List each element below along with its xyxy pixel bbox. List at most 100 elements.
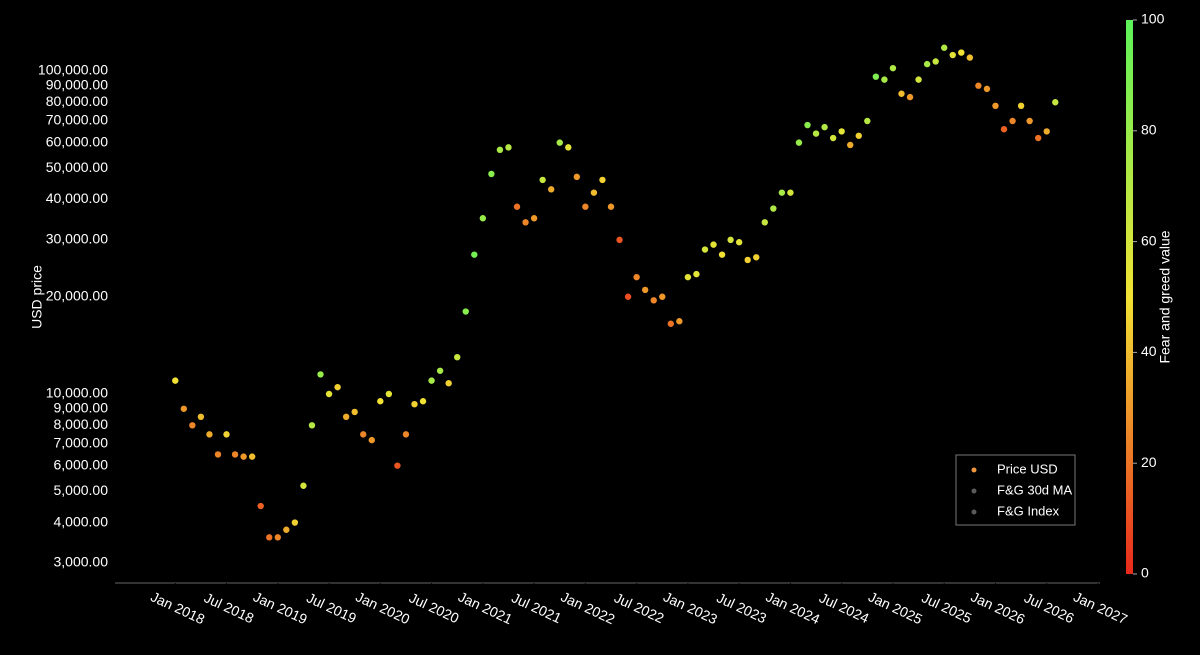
x-tick-label: Jul 2021 (509, 589, 564, 626)
point (1009, 117, 1016, 125)
point (804, 121, 811, 129)
point (727, 236, 734, 244)
colorbar-tick-label: 100 (1141, 11, 1165, 27)
x-tick-label: Jul 2024 (817, 589, 872, 626)
y-tick-label: 8,000.00 (54, 416, 109, 432)
point (360, 431, 367, 438)
point (479, 215, 487, 222)
point (419, 398, 427, 405)
x-tick-label: Jul 2023 (714, 589, 769, 626)
point (291, 519, 299, 526)
point (172, 377, 179, 384)
point (257, 502, 264, 510)
point (761, 219, 768, 226)
point (454, 353, 461, 361)
x-tick-label: Jul 2019 (304, 589, 359, 626)
y-tick-label: 3,000.00 (54, 554, 109, 570)
x-tick-label: Jan 2026 (969, 588, 1028, 627)
point (240, 453, 247, 460)
x-tick-label: Jan 2019 (251, 588, 310, 627)
x-tick-label: Jan 2025 (866, 588, 925, 627)
point (744, 256, 751, 264)
x-tick-label: Jan 2022 (558, 588, 617, 627)
point (590, 189, 598, 196)
y-tick-label: 70,000.00 (46, 112, 108, 128)
legend-marker (971, 488, 977, 494)
point (283, 526, 290, 533)
point (248, 453, 256, 460)
point (505, 144, 512, 151)
point (684, 273, 692, 281)
point (838, 128, 845, 135)
y-axis-label: USD price (29, 265, 45, 329)
point (411, 400, 418, 408)
x-tick-label: Jul 2026 (1022, 589, 1077, 626)
point (889, 64, 897, 72)
point (274, 534, 281, 541)
point (445, 380, 452, 387)
x-tick-label: Jul 2018 (202, 589, 257, 626)
point (471, 251, 478, 258)
point (906, 93, 914, 101)
y-tick-label: 20,000.00 (46, 287, 108, 303)
point (650, 297, 657, 304)
point (966, 54, 974, 61)
y-tick-label: 90,000.00 (46, 76, 108, 92)
x-tick-label: Jan 2027 (1071, 588, 1130, 627)
point (547, 186, 555, 193)
point (829, 134, 837, 142)
point (898, 90, 905, 97)
colorbar-tick-label: 60 (1141, 232, 1157, 248)
point (923, 60, 931, 68)
y-tick-label: 10,000.00 (46, 385, 108, 401)
point (428, 377, 435, 384)
legend-label: Price USD (997, 461, 1058, 476)
point (462, 308, 469, 315)
point (710, 241, 717, 248)
y-tick-label: 5,000.00 (54, 482, 109, 498)
point (718, 251, 726, 258)
point (983, 85, 991, 93)
y-tick-label: 30,000.00 (46, 231, 108, 247)
point (787, 189, 794, 196)
point (624, 293, 632, 300)
point (701, 246, 709, 253)
point (941, 44, 948, 51)
point (522, 219, 529, 226)
point (659, 293, 666, 300)
point (317, 371, 324, 378)
x-tick-label: Jan 2018 (148, 588, 207, 627)
point (573, 173, 581, 181)
point (1043, 128, 1050, 135)
point (676, 318, 683, 325)
point (368, 436, 375, 444)
colorbar-label: Fear and greed value (1157, 230, 1173, 363)
y-tick-label: 50,000.00 (46, 159, 108, 175)
point (992, 102, 999, 110)
point (607, 203, 615, 210)
point (231, 451, 239, 458)
point (496, 146, 504, 154)
y-tick-label: 60,000.00 (46, 133, 108, 149)
x-tick-label: Jan 2020 (353, 588, 412, 627)
x-tick-label: Jan 2023 (661, 588, 720, 627)
x-tick-label: Jan 2021 (456, 588, 515, 627)
y-tick-label: 40,000.00 (46, 190, 108, 206)
point (1026, 117, 1033, 125)
legend-label: F&G Index (997, 503, 1060, 518)
point (872, 73, 880, 80)
point (1000, 126, 1008, 133)
point (377, 398, 384, 405)
point (881, 76, 888, 83)
point (667, 320, 675, 327)
point (770, 205, 777, 212)
point (342, 413, 350, 421)
point (334, 383, 341, 391)
colorbar-tick-label: 40 (1141, 343, 1157, 359)
legend-label: F&G 30d MA (997, 482, 1072, 497)
point (812, 130, 820, 137)
point (1034, 134, 1042, 142)
point (753, 254, 760, 261)
point (266, 534, 273, 541)
